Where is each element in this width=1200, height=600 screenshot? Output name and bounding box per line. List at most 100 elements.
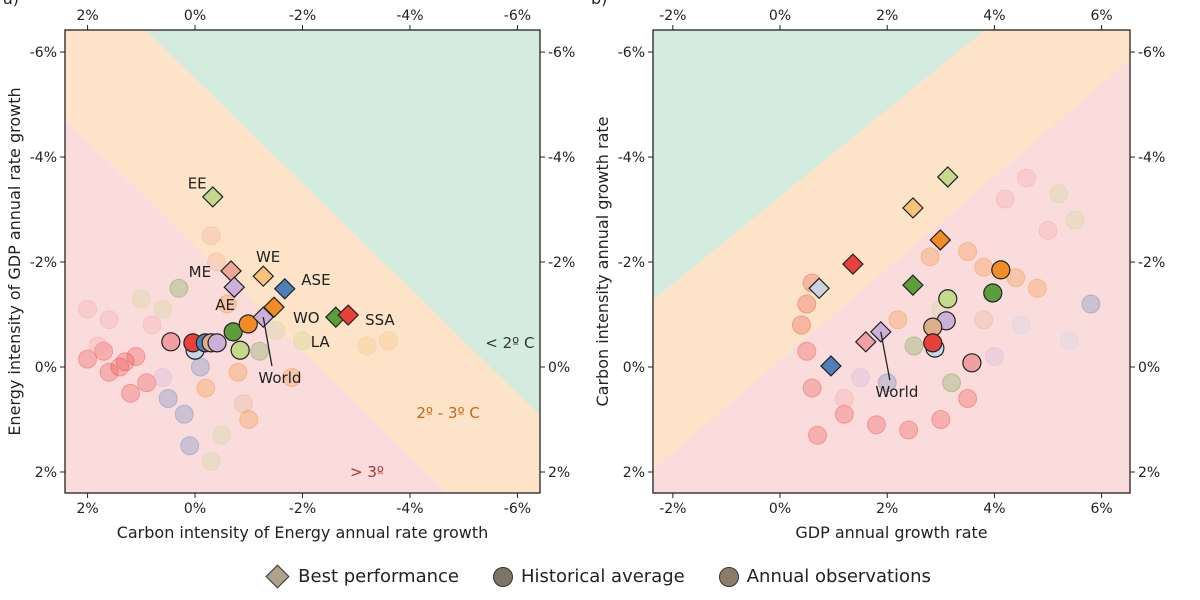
annual-observation-point bbox=[99, 310, 119, 330]
plot-frame bbox=[652, 29, 1131, 494]
annual-observation-point bbox=[1065, 210, 1085, 230]
region--2-c bbox=[653, 30, 985, 300]
annual-observation-point bbox=[153, 299, 173, 319]
annual-observation-point bbox=[174, 404, 194, 424]
x-tick-label-bottom: 6% bbox=[1090, 501, 1112, 517]
annual-observation-point bbox=[169, 278, 189, 298]
y-tick-label-right: -4% bbox=[548, 150, 575, 166]
y-tick-label-left: -2% bbox=[30, 255, 57, 271]
x-tick-label-top: -2% bbox=[289, 8, 316, 24]
y-tick-label-left: -6% bbox=[618, 45, 645, 61]
point-label: LA bbox=[311, 333, 331, 351]
annual-observation-point bbox=[834, 404, 854, 424]
annual-observation-point bbox=[1006, 268, 1026, 288]
y-tick-label-right: -6% bbox=[548, 45, 575, 61]
annual-observation-point bbox=[1038, 221, 1058, 241]
x-tick-label-top: 0% bbox=[184, 8, 206, 24]
legend: Best performance Historical average Annu… bbox=[0, 564, 1200, 589]
x-tick-label-top: 2% bbox=[876, 8, 898, 24]
x-tick-label-bottom: -4% bbox=[396, 501, 423, 517]
y-axis-title: Energy intensity of GDP annual rate grow… bbox=[5, 87, 24, 435]
panel-label: b) bbox=[591, 0, 607, 8]
annual-observation-point bbox=[233, 394, 253, 414]
annual-observation-point bbox=[974, 257, 994, 277]
panel-b: World -2% -2% 0% 0% 2% 2% 4% 4% 6% 6% -6% -6% -4% -4% -… bbox=[591, 0, 1165, 542]
plot-area: > 3º 2º - 3º C < 2º C EE ME WE ASE AE WO LA SSA Wor… bbox=[65, 30, 540, 493]
annual-observation-point bbox=[802, 378, 822, 398]
annual-observation-point bbox=[201, 226, 221, 246]
annual-observation-point bbox=[126, 347, 146, 367]
diamond-icon bbox=[265, 564, 290, 589]
x-tick-label-bottom: -6% bbox=[504, 501, 531, 517]
best-performance-point bbox=[936, 166, 959, 188]
annual-observation-point bbox=[942, 373, 962, 393]
x-tick-label-bottom: 0% bbox=[769, 501, 791, 517]
point-label: EE bbox=[188, 174, 207, 192]
y-tick-label-right: 0% bbox=[548, 360, 570, 376]
y-tick-label-right: 2% bbox=[1138, 465, 1160, 481]
best-performance-point bbox=[854, 330, 877, 353]
best-performance-point bbox=[808, 277, 830, 300]
y-axis-title: Carbon intensity annual growth rate bbox=[593, 117, 612, 407]
legend-item-annual-observations: Annual observations bbox=[718, 566, 931, 587]
annual-observation-point bbox=[899, 420, 919, 440]
point-label: World bbox=[875, 383, 918, 401]
annual-observation-point bbox=[904, 336, 924, 356]
annual-observation-point bbox=[357, 336, 377, 356]
annual-observation-point bbox=[1049, 184, 1069, 204]
historical-average-point bbox=[923, 333, 943, 353]
annual-observation-point bbox=[78, 349, 98, 369]
panel-a: > 3º 2º - 3º C < 2º C EE ME WE ASE AE WO LA SSA Wor… bbox=[3, 0, 575, 542]
x-tick-label-top: -4% bbox=[396, 8, 423, 24]
leader-line bbox=[880, 331, 891, 381]
plot-area: World bbox=[653, 30, 1130, 493]
best-performance-point bbox=[902, 197, 924, 219]
historical-average-point bbox=[223, 322, 243, 342]
x-axis-title: Carbon intensity of Energy annual rate g… bbox=[117, 523, 489, 542]
y-tick-label-left: -4% bbox=[618, 150, 645, 166]
region--2-c bbox=[145, 30, 540, 416]
x-tick-label-top: -2% bbox=[659, 8, 686, 24]
chart-canvas: > 3º 2º - 3º C < 2º C EE ME WE ASE AE WO LA SSA Wor… bbox=[3, 0, 1165, 542]
annual-observation-point bbox=[88, 336, 108, 356]
y-tick-label-right: -2% bbox=[548, 255, 575, 271]
legend-label: Historical average bbox=[521, 566, 685, 587]
best-performance-point bbox=[929, 229, 952, 251]
legend-label: Best performance bbox=[298, 566, 459, 587]
annual-observation-point bbox=[78, 299, 98, 319]
annual-observation-point bbox=[94, 341, 114, 361]
annual-observation-point bbox=[131, 289, 151, 309]
y-tick-label-left: 2% bbox=[623, 465, 645, 481]
y-tick-label-left: 0% bbox=[623, 360, 645, 376]
annual-observation-point bbox=[920, 247, 940, 267]
annual-observation-point bbox=[239, 410, 259, 430]
annual-observation-point bbox=[1059, 331, 1079, 351]
x-tick-label-top: -6% bbox=[504, 8, 531, 24]
annual-observation-point bbox=[984, 347, 1004, 367]
best-performance-point bbox=[842, 253, 864, 275]
annual-observation-point bbox=[888, 310, 908, 330]
historical-average-point bbox=[962, 353, 982, 373]
annual-observation-point bbox=[995, 189, 1015, 209]
annual-observation-point bbox=[797, 341, 817, 361]
best-performance-point bbox=[337, 304, 360, 326]
x-tick-label-bottom: 2% bbox=[76, 501, 98, 517]
point-label: AE bbox=[215, 296, 235, 314]
x-tick-label-top: 0% bbox=[769, 8, 791, 24]
best-performance-point bbox=[902, 274, 924, 296]
x-tick-label-top: 2% bbox=[76, 8, 98, 24]
legend-item-historical-average: Historical average bbox=[493, 566, 685, 587]
annual-observation-point bbox=[1011, 315, 1031, 335]
circle-icon bbox=[718, 566, 739, 587]
legend-label: Annual observations bbox=[746, 566, 931, 587]
x-tick-label-bottom: -2% bbox=[659, 501, 686, 517]
point-label: WE bbox=[256, 248, 280, 266]
annual-observation-point bbox=[877, 373, 897, 393]
circle-icon bbox=[493, 566, 513, 587]
annual-observation-point bbox=[1017, 168, 1037, 188]
best-performance-point bbox=[273, 277, 296, 300]
y-tick-label-left: -4% bbox=[30, 150, 57, 166]
y-tick-label-left: 0% bbox=[35, 360, 57, 376]
historical-average-point bbox=[938, 289, 958, 309]
annual-observation-point bbox=[266, 320, 286, 340]
